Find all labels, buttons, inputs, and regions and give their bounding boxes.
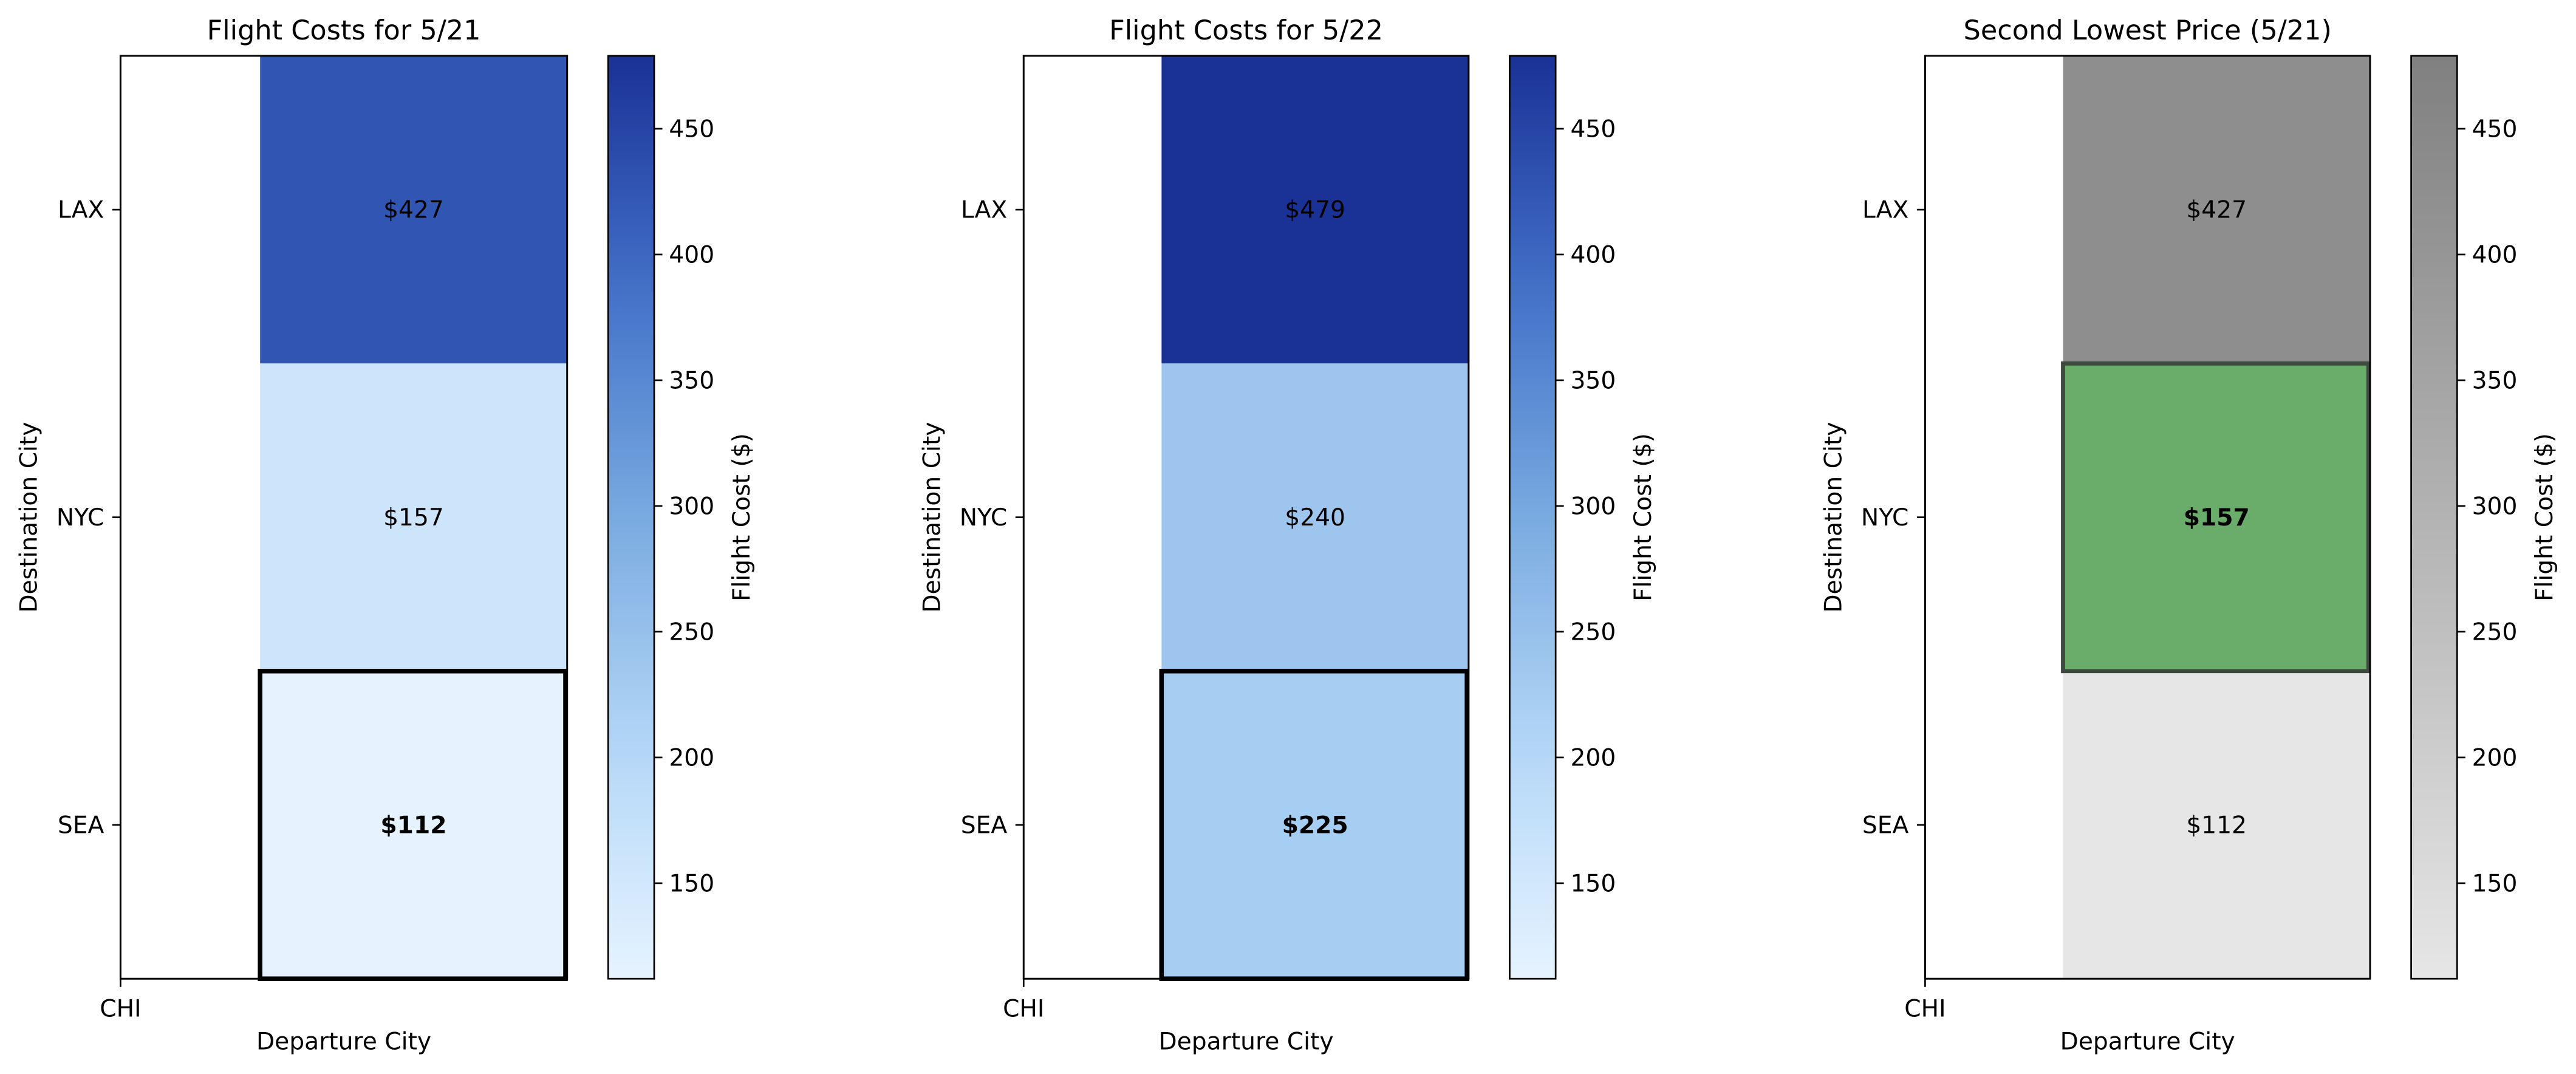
cell-label-sea: $112 — [2186, 812, 2247, 840]
cell-label-nyc: $157 — [383, 504, 444, 532]
y-tick-label-lax: LAX — [961, 197, 1007, 224]
colorbar-label: Flight Cost ($) — [1630, 433, 1657, 601]
chart-title: Second Lowest Price (5/21) — [1964, 15, 2332, 46]
y-tick-label-nyc: NYC — [56, 504, 104, 532]
colorbar-tick-label: 350 — [1570, 367, 1616, 394]
y-tick-label-sea: SEA — [1862, 812, 1909, 840]
heatmap-cell-nyc — [1161, 363, 1469, 671]
colorbar-tick-label: 250 — [2472, 618, 2518, 646]
colorbar-tick-label: 250 — [1570, 618, 1616, 646]
y-tick-label-nyc: NYC — [1861, 504, 1908, 532]
heatmap-cell-sea — [260, 671, 567, 979]
colorbar-tick-label: 400 — [1570, 241, 1616, 268]
colorbar-tick-label: 200 — [1570, 744, 1616, 771]
y-axis-label: Destination City — [1820, 422, 1848, 612]
colorbar — [2410, 55, 2458, 980]
heatmap-cell-sea — [1161, 671, 1469, 979]
heatmap-cell-nyc — [2063, 363, 2371, 671]
chart-panel-1: Flight Costs for 5/21 $427 $157 $112 LAX NYC S… — [16, 15, 756, 1056]
colorbar-tick-label: 350 — [669, 367, 714, 394]
colorbar-tick-label: 200 — [2472, 744, 2518, 771]
heatmap-cell-lax — [260, 55, 567, 364]
colorbar-tick-label: 450 — [1570, 115, 1616, 143]
colorbar-tick-label: 150 — [2472, 870, 2518, 897]
x-axis-label: Departure City — [1159, 1028, 1334, 1055]
chart-panel-2: Flight Costs for 5/22 $479 $240 $225 LAX NYC S… — [918, 15, 1657, 1056]
colorbar-tick-label: 300 — [669, 493, 714, 520]
x-tick-label: CHI — [1904, 995, 1946, 1022]
colorbar-tick-label: 350 — [2472, 367, 2518, 394]
colorbar-tick-label: 400 — [669, 241, 714, 268]
x-tick-label: CHI — [1003, 995, 1044, 1022]
cell-label-sea: $225 — [1282, 812, 1348, 840]
y-tick-label-sea: SEA — [961, 812, 1008, 840]
colorbar-tick-label: 250 — [669, 618, 714, 646]
colorbar-tick-label: 400 — [2472, 241, 2518, 268]
colorbar-label: Flight Cost ($) — [2531, 433, 2558, 601]
colorbar-tick-label: 200 — [669, 744, 714, 771]
chart-title: Flight Costs for 5/22 — [1109, 15, 1383, 46]
colorbar-tick-label: 300 — [2472, 493, 2518, 520]
y-axis-label: Destination City — [918, 422, 946, 612]
x-axis-label: Departure City — [2060, 1028, 2235, 1055]
heatmap-cell-lax — [2063, 55, 2371, 364]
colorbar-tick-label: 450 — [2472, 115, 2518, 143]
colorbar-tick-label: 450 — [669, 115, 714, 143]
colorbar-label: Flight Cost ($) — [728, 433, 756, 601]
cell-label-sea: $112 — [380, 812, 446, 840]
cell-label-lax: $427 — [383, 197, 444, 224]
x-axis-label: Departure City — [256, 1028, 431, 1055]
y-tick-label-nyc: NYC — [960, 504, 1007, 532]
y-axis-label: Destination City — [16, 422, 43, 612]
y-tick-label-lax: LAX — [58, 197, 104, 224]
heatmap-cell-nyc — [260, 363, 567, 671]
cell-label-nyc: $157 — [2184, 504, 2250, 532]
chart-panel-3: Second Lowest Price (5/21) $427 $157 $112 LA… — [1820, 15, 2559, 1056]
chart-title: Flight Costs for 5/21 — [207, 15, 481, 46]
colorbar-tick-label: 150 — [1570, 870, 1616, 897]
heatmap-cell-sea — [2063, 671, 2371, 979]
highlight-outline — [2061, 361, 2371, 674]
heatmap-cell-lax — [1161, 55, 1469, 364]
y-tick-label-sea: SEA — [58, 812, 104, 840]
colorbar-tick-label: 300 — [1570, 493, 1616, 520]
cell-label-nyc: $240 — [1285, 504, 1345, 532]
cell-label-lax: $479 — [1285, 197, 1345, 224]
x-tick-label: CHI — [100, 995, 141, 1022]
colorbar-tick-label: 150 — [669, 870, 714, 897]
colorbar — [1509, 55, 1557, 980]
cell-label-lax: $427 — [2186, 197, 2247, 224]
colorbar — [607, 55, 655, 980]
y-tick-label-lax: LAX — [1862, 197, 1908, 224]
